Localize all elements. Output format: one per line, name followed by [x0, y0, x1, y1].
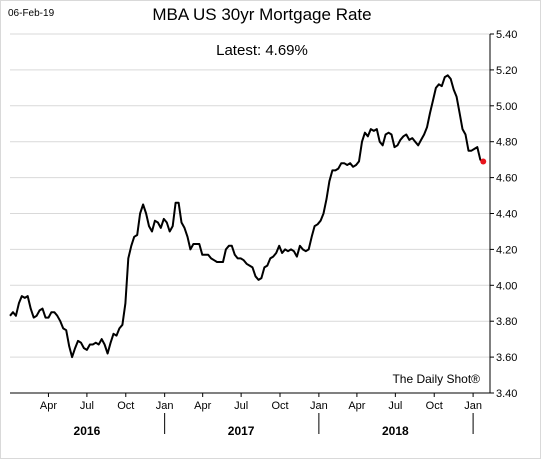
x-tick-label: Oct	[271, 400, 288, 412]
y-tick-label: 5.00	[496, 101, 517, 113]
x-tick-label: Jan	[310, 400, 328, 412]
y-tick-label: 5.40	[496, 29, 517, 41]
y-tick-label: 4.60	[496, 173, 517, 185]
year-dividers	[164, 413, 474, 434]
date-stamp: 06-Feb-19	[8, 8, 55, 19]
x-axis-ticks: Apr Jul Oct Jan Apr Jul Oct Jan Apr Jul Oct Jan	[40, 393, 482, 412]
y-tick-label: 4.80	[496, 137, 517, 149]
year-label: 2017	[228, 424, 255, 438]
chart-title: MBA US 30yr Mortgage Rate	[152, 5, 371, 24]
x-tick-label: Jan	[464, 400, 482, 412]
y-tick-label: 3.40	[496, 388, 517, 400]
x-tick-label: Jul	[234, 400, 248, 412]
year-labels: 2016 2017 2018	[74, 424, 409, 438]
x-tick-label: Jul	[388, 400, 402, 412]
y-axis-ticks: 5.40 5.20 5.00 4.80 4.60 4.40 4.20 4.00 3.80 3.60…	[490, 29, 517, 400]
x-tick-label: Apr	[40, 400, 57, 412]
x-tick-label: Jul	[80, 400, 94, 412]
y-tick-label: 3.80	[496, 316, 517, 328]
source-label: The Daily Shot®	[392, 372, 480, 386]
gridlines	[10, 33, 490, 358]
year-label: 2016	[74, 424, 101, 438]
year-label: 2018	[382, 424, 409, 438]
x-tick-label: Oct	[117, 400, 134, 412]
y-tick-label: 5.20	[496, 65, 517, 77]
x-tick-label: Apr	[194, 400, 211, 412]
latest-annotation: Latest: 4.69%	[216, 42, 308, 59]
y-tick-label: 4.40	[496, 209, 517, 221]
x-tick-label: Oct	[426, 400, 443, 412]
y-tick-label: 4.00	[496, 280, 517, 292]
y-tick-label: 3.60	[496, 352, 517, 364]
x-tick-label: Jan	[156, 400, 174, 412]
series-line	[9, 74, 484, 359]
y-tick-label: 4.20	[496, 244, 517, 256]
x-tick-label: Apr	[348, 400, 365, 412]
latest-point-marker	[480, 158, 487, 165]
